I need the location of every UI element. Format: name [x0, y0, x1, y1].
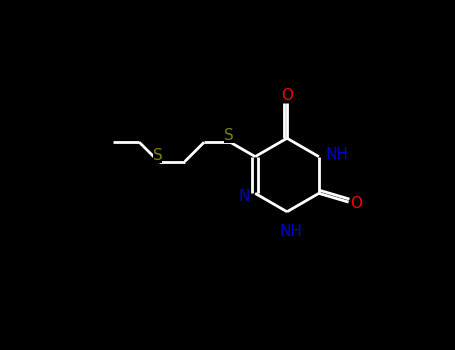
Text: O: O: [350, 196, 362, 211]
Text: NH: NH: [279, 224, 302, 238]
Text: O: O: [281, 88, 293, 103]
Text: N: N: [238, 189, 250, 204]
Text: NH: NH: [326, 147, 349, 162]
Text: S: S: [152, 148, 162, 163]
Text: S: S: [224, 128, 234, 143]
